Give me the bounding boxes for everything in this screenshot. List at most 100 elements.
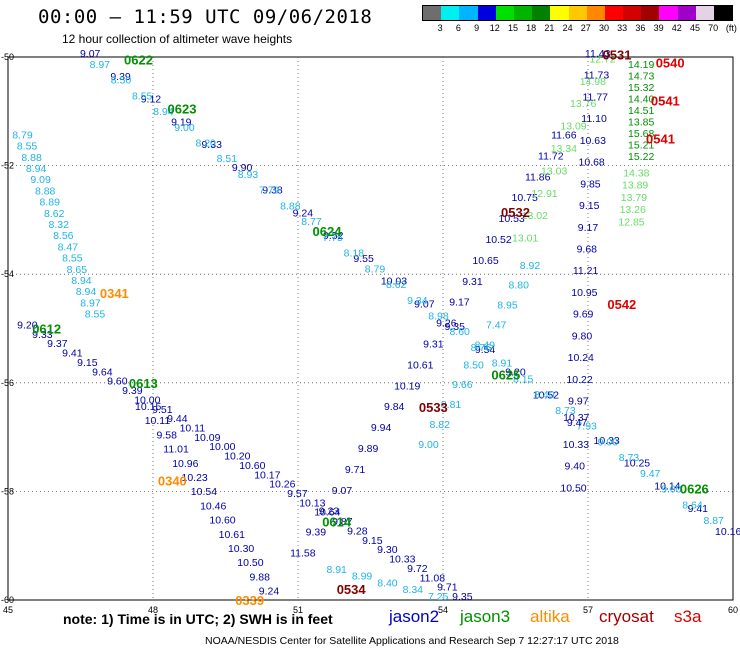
wave-height-value: 10.54 xyxy=(191,486,217,498)
wave-height-value: 10.26 xyxy=(269,479,295,491)
pass-time-label: 0626 xyxy=(680,482,709,497)
wave-height-value: 10.37 xyxy=(563,412,589,424)
wave-height-value: 9.07 xyxy=(332,485,353,497)
wave-height-value: 10.00 xyxy=(134,394,160,406)
wave-height-value: 8.73 xyxy=(619,452,640,464)
wave-height-value: 9.64 xyxy=(92,366,113,378)
legend-swatch xyxy=(459,6,478,20)
wave-height-value: 10.61 xyxy=(407,359,433,371)
wave-height-value: 9.34 xyxy=(407,295,428,307)
wave-height-value: 8.32 xyxy=(49,219,70,231)
wave-height-value: 9.24 xyxy=(259,586,280,598)
wave-height-value: 9.33 xyxy=(32,329,53,341)
pass-time-label: 0540 xyxy=(656,55,685,70)
legend-swatch xyxy=(604,6,624,20)
wave-height-value: 8.82 xyxy=(430,419,451,431)
pass-time-label: 0340 xyxy=(158,474,187,489)
wave-height-value: 8.62 xyxy=(386,279,407,291)
wave-height-value: 8.40 xyxy=(534,389,555,401)
wave-height-value: 8.55 xyxy=(132,90,153,102)
wave-height-value: 13.03 xyxy=(541,165,567,177)
wave-height-value: 8.98 xyxy=(428,311,449,323)
wave-height-value: 9.39 xyxy=(306,527,327,539)
pass-time-label: 0623 xyxy=(168,102,197,117)
wave-height-value: 13.26 xyxy=(620,204,646,216)
wave-height-value: 8.77 xyxy=(301,216,322,228)
wave-height-value: 8.92 xyxy=(520,260,541,272)
wave-height-value: 13.34 xyxy=(551,143,577,155)
wave-height-value: 13.76 xyxy=(570,98,596,110)
wave-height-value: 14.40 xyxy=(628,93,654,105)
wave-height-value: 13.01 xyxy=(512,233,538,245)
wave-height-value: 11.01 xyxy=(163,444,189,456)
wave-height-value: 9.00 xyxy=(661,484,682,496)
wave-height-value: 9.35 xyxy=(452,591,473,603)
wave-height-value: 9.94 xyxy=(371,422,392,434)
wave-height-value: 10.96 xyxy=(172,458,198,470)
pass-time-label: 0533 xyxy=(419,400,448,415)
wave-height-value: 9.58 xyxy=(157,429,178,441)
wave-height-value: 8.64 xyxy=(682,499,703,511)
wave-height-value: 7.75 xyxy=(322,232,343,244)
wave-height-value: 8.51 xyxy=(217,153,238,165)
wave-height-value: 15.32 xyxy=(628,82,654,94)
wave-height-value: 9.15 xyxy=(579,200,600,212)
pass-time-label: 0531 xyxy=(603,47,632,62)
wave-height-value: 11.08 xyxy=(420,572,446,584)
wave-height-value: 9.30 xyxy=(377,544,398,556)
lat-tick-label: -50 xyxy=(1,52,14,62)
wave-height-value: 9.69 xyxy=(573,309,594,321)
wave-height-value: 8.65 xyxy=(67,264,88,276)
mission-name-altika: altika xyxy=(530,607,570,626)
pass-time-label: 0532 xyxy=(501,205,530,220)
wave-height-value: 9.47 xyxy=(640,468,661,480)
wave-height-value: 11.77 xyxy=(583,91,609,103)
wave-height-value: 10.65 xyxy=(472,255,498,267)
wave-height-value: 9.57 xyxy=(287,488,308,500)
wave-height-value: 8.20 xyxy=(195,138,216,150)
track-values: 9.07 9.39 9.12 9.19 9.33 9.90 9.38 9.24 9.52 9.55… xyxy=(12,48,740,603)
wave-height-value: 8.87 xyxy=(703,515,724,527)
wave-height-value: 10.95 xyxy=(571,287,597,299)
pass-time-label: 0614 xyxy=(322,514,352,529)
wave-height-value: 9.54 xyxy=(475,344,496,356)
wave-height-value: 9.38 xyxy=(262,185,283,197)
legend-swatch xyxy=(659,6,678,20)
wave-height-value: 9.12 xyxy=(141,94,162,106)
wave-height-value: 10.60 xyxy=(209,515,235,527)
wave-height-value: 14.51 xyxy=(628,105,654,117)
wave-height-value: 8.93 xyxy=(238,169,259,181)
wave-height-value: 13.79 xyxy=(621,192,647,204)
legend-label: 45 xyxy=(689,23,701,33)
wave-height-value: 10.23 xyxy=(182,472,208,484)
wave-height-value: 11.86 xyxy=(525,171,551,183)
legend-swatch xyxy=(477,6,496,20)
wave-height-value: 11.73 xyxy=(584,70,610,82)
wave-height-value: 8.47 xyxy=(58,241,79,253)
wave-height-value: 8.97 xyxy=(80,297,101,309)
wave-height-value: 11.58 xyxy=(290,548,316,560)
wave-height-value: 9.90 xyxy=(232,162,253,174)
wave-height-value: 8.88 xyxy=(35,185,56,197)
wave-height-value: 8.50 xyxy=(463,359,484,371)
wave-height-value: 10.11 xyxy=(180,422,206,434)
wave-height-value: 9.71 xyxy=(437,582,458,594)
wave-height-value: 10.17 xyxy=(254,469,280,481)
legend-label: 33 xyxy=(617,23,628,33)
wave-height-value: 8.56 xyxy=(53,230,74,242)
wave-height-value: 10.53 xyxy=(498,213,524,225)
wave-height-value: 9.17 xyxy=(449,297,470,309)
lat-tick-label: -60 xyxy=(1,595,14,605)
legend-label: 6 xyxy=(455,23,461,33)
legend-label: 39 xyxy=(653,23,664,33)
color-scale-legend: 3 6 9 12 15 18 21 24 27 30 33 36 39 42 45 70 (ft) xyxy=(422,5,737,35)
wave-height-value: 9.47 xyxy=(567,417,588,429)
wave-height-value: 14.73 xyxy=(628,70,654,82)
pass-time-label: 0612 xyxy=(32,322,61,337)
legend-swatch xyxy=(695,6,714,20)
pass-time-label: 0541 xyxy=(651,93,680,108)
wave-height-value: 9.51 xyxy=(152,404,173,416)
wave-height-value: 9.19 xyxy=(171,116,192,128)
wave-height-value: 8.91 xyxy=(492,358,513,370)
wave-height-value: 13.02 xyxy=(522,210,548,222)
